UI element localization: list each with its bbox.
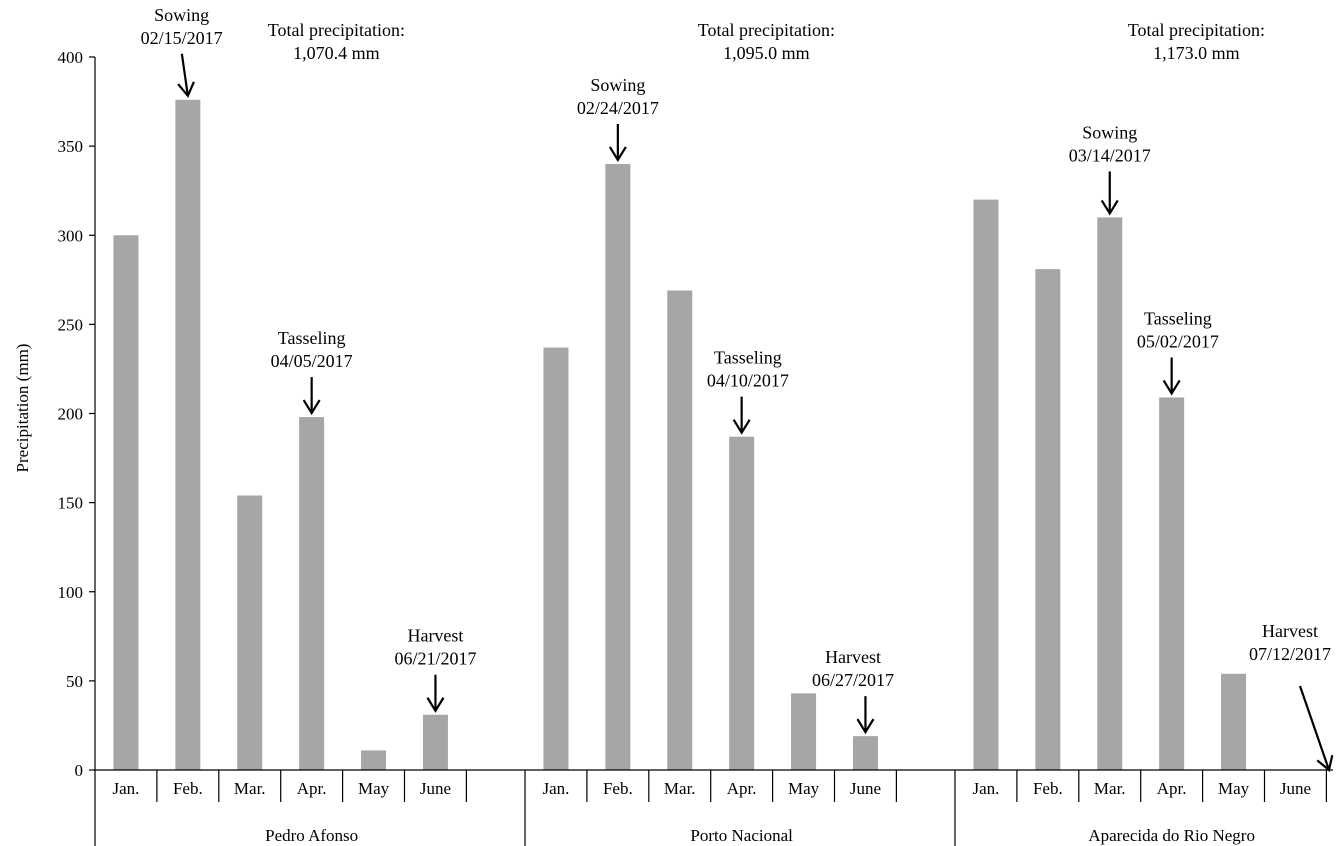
bar bbox=[1035, 269, 1061, 770]
y-tick-label: 350 bbox=[58, 137, 84, 156]
category-label: Feb. bbox=[173, 779, 203, 798]
annotation-arrowhead bbox=[856, 718, 875, 735]
bar bbox=[175, 99, 201, 770]
category-label: Mar. bbox=[1094, 779, 1126, 798]
bar bbox=[361, 750, 387, 770]
bar bbox=[729, 436, 755, 770]
annotation-arrowhead bbox=[732, 419, 751, 435]
annotation-date: 03/14/2017 bbox=[1069, 145, 1151, 165]
annotation-arrow bbox=[180, 53, 189, 96]
category-label: May bbox=[358, 779, 390, 798]
annotation-stage: Sowing bbox=[1082, 122, 1137, 142]
bar bbox=[1097, 217, 1123, 771]
total-precipitation-label: Total precipitation: bbox=[698, 20, 835, 40]
category-label: Feb. bbox=[603, 779, 633, 798]
category-label: Jan. bbox=[972, 779, 999, 798]
x-axis: Jan. Feb. Mar. Apr. May June Pedro Afonso Jan. F… bbox=[94, 769, 1333, 846]
annotation-arrowhead bbox=[1316, 754, 1334, 772]
y-tick-label: 200 bbox=[58, 405, 84, 424]
category-label: May bbox=[1218, 779, 1250, 798]
annotation-arrow bbox=[1298, 685, 1331, 771]
group-label: Porto Nacional bbox=[690, 826, 793, 845]
group-label: Aparecida do Rio Negro bbox=[1088, 826, 1255, 845]
total-precipitation-label: Total precipitation: bbox=[1128, 20, 1265, 40]
bar bbox=[543, 347, 569, 770]
category-label: Jan. bbox=[112, 779, 139, 798]
annotation-stage: Sowing bbox=[154, 5, 209, 25]
bar bbox=[299, 417, 325, 770]
annotation-date: 07/12/2017 bbox=[1249, 644, 1331, 664]
annotation-date: 06/21/2017 bbox=[394, 649, 476, 669]
category-label: Feb. bbox=[1033, 779, 1063, 798]
category-label: Mar. bbox=[234, 779, 266, 798]
axes: 0 50 100 150 200 250 300 350 400 bbox=[58, 48, 96, 780]
total-precipitation-label: Total precipitation: bbox=[268, 20, 405, 40]
y-tick-label: 150 bbox=[58, 494, 84, 513]
annotation-date: 04/10/2017 bbox=[707, 371, 789, 391]
annotation-date: 06/27/2017 bbox=[812, 670, 894, 690]
category-label: Apr. bbox=[727, 779, 757, 798]
bar bbox=[852, 736, 878, 770]
total-precipitation-value: 1,070.4 mm bbox=[293, 43, 380, 63]
bar bbox=[422, 714, 448, 770]
annotation-stage: Tasseling bbox=[1144, 308, 1212, 328]
y-axis-label: Precipitation (mm) bbox=[13, 344, 32, 473]
y-tick-label: 50 bbox=[66, 672, 83, 691]
annotation-date: 02/24/2017 bbox=[577, 98, 659, 118]
bar bbox=[973, 199, 999, 771]
bar bbox=[1159, 397, 1185, 770]
y-tick-label: 0 bbox=[75, 761, 84, 780]
annotation-stage: Harvest bbox=[407, 626, 463, 646]
y-tick-label: 250 bbox=[58, 315, 84, 334]
category-label: June bbox=[1280, 779, 1311, 798]
annotation-arrowhead bbox=[608, 146, 627, 163]
bar bbox=[791, 693, 817, 770]
annotation-stage: Sowing bbox=[590, 75, 645, 95]
annotation-arrowhead bbox=[1100, 199, 1119, 216]
bars bbox=[113, 99, 1247, 771]
category-label: June bbox=[420, 779, 451, 798]
y-tick-label: 100 bbox=[58, 583, 84, 602]
annotation-date: 02/15/2017 bbox=[141, 28, 223, 48]
bar bbox=[667, 290, 693, 770]
annotations: Total precipitation: 1,070.4 mm Total prec… bbox=[141, 5, 1334, 772]
bar bbox=[113, 235, 139, 770]
category-label: Apr. bbox=[297, 779, 327, 798]
category-label: May bbox=[788, 779, 820, 798]
annotation-stage: Harvest bbox=[825, 647, 881, 667]
total-precipitation-value: 1,095.0 mm bbox=[723, 43, 810, 63]
bar bbox=[1221, 673, 1247, 770]
total-precipitation-value: 1,173.0 mm bbox=[1153, 43, 1240, 63]
group-label: Pedro Afonso bbox=[265, 826, 358, 845]
bar bbox=[237, 495, 263, 770]
annotation-stage: Tasseling bbox=[278, 328, 346, 348]
bar bbox=[605, 163, 631, 770]
category-label: Apr. bbox=[1157, 779, 1187, 798]
category-label: June bbox=[850, 779, 881, 798]
annotation-arrowhead bbox=[426, 697, 445, 713]
annotation-stage: Harvest bbox=[1262, 621, 1318, 641]
category-label: Mar. bbox=[664, 779, 696, 798]
y-tick-label: 400 bbox=[58, 48, 84, 67]
annotation-arrowhead bbox=[177, 81, 195, 98]
y-tick-label: 300 bbox=[58, 226, 84, 245]
annotation-stage: Tasseling bbox=[714, 348, 782, 368]
annotation-date: 05/02/2017 bbox=[1137, 331, 1219, 351]
annotation-arrowhead bbox=[1162, 379, 1181, 396]
annotation-date: 04/05/2017 bbox=[271, 351, 353, 371]
category-label: Jan. bbox=[542, 779, 569, 798]
annotation-arrowhead bbox=[302, 399, 321, 416]
